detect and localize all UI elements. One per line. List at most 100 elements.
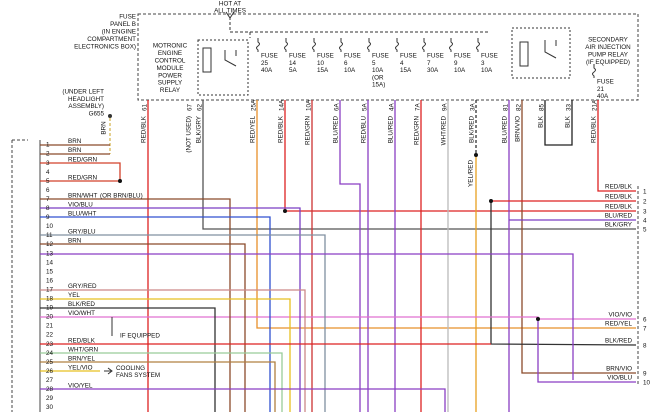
pin-wire: BLU/RED xyxy=(605,213,633,220)
terminal-wire: (NOT USED) xyxy=(186,116,193,153)
terminal-pin: 7A xyxy=(415,102,422,111)
terminal-wire: RED/BLK xyxy=(278,115,285,143)
fuse-label: 10A xyxy=(344,67,356,74)
bus xyxy=(229,17,490,38)
fuse-label: 4 xyxy=(400,60,404,67)
wire xyxy=(40,307,216,412)
terminal-pin: 21A xyxy=(592,99,599,111)
pin-wire: GRY/BLU xyxy=(68,229,96,236)
pin-number: 14 xyxy=(46,259,54,266)
fuse-label: 40A xyxy=(261,67,273,74)
terminal-pin: 81 xyxy=(503,103,510,111)
pin-wire: BRN/WHT xyxy=(68,192,98,199)
relay-label: ENGINE xyxy=(158,50,182,57)
wire xyxy=(40,388,446,412)
panel-label: FUSE xyxy=(119,14,136,21)
fuse-label: 40A xyxy=(597,93,609,100)
terminal-wire: BLU/RED xyxy=(388,116,395,144)
hot-label: ALL TIMES xyxy=(214,8,246,15)
pin-wire: YEL/VIO xyxy=(68,364,93,371)
fuse-symbol xyxy=(312,38,316,52)
fuse-label: FUSE xyxy=(427,53,444,60)
relay-label: MOTRONIC xyxy=(153,43,188,50)
pin-wire: VIO/BLU xyxy=(68,202,93,209)
fuse-label: (OR xyxy=(372,74,384,81)
ground-label: (UNDER LEFT xyxy=(62,89,104,96)
wire xyxy=(521,100,636,374)
fuse-label: 5 xyxy=(372,60,376,67)
terminal-wire: RED/GRN xyxy=(305,116,312,145)
terminal-pin: 10A xyxy=(306,99,313,111)
fuse-label: 15A) xyxy=(372,81,385,88)
terminal-pin: 14A xyxy=(279,99,286,111)
terminal-wire: RED/BLK xyxy=(591,115,598,143)
fuse-label: 10A xyxy=(372,67,384,74)
pin-number: 18 xyxy=(46,296,54,303)
pin-wire: BRN xyxy=(68,138,82,145)
air-pump-relay-box xyxy=(511,27,571,79)
pin-number: 21 xyxy=(46,323,54,330)
relay-switch xyxy=(544,40,557,59)
pin-wire: BLK/RED xyxy=(68,301,95,308)
pin-number: 8 xyxy=(643,343,647,350)
ground-label: G655 xyxy=(89,110,105,117)
pin-number: 5 xyxy=(46,178,50,185)
note: IF EQUIPPED xyxy=(120,333,160,340)
panel-label: (IN ENGINE xyxy=(102,28,136,35)
motronic-relay-box xyxy=(197,39,249,96)
fuse-symbol xyxy=(395,38,399,52)
relay-label: SECONDARY xyxy=(588,37,629,44)
arrow xyxy=(104,367,113,375)
pin-wire: VIO/BLU xyxy=(607,375,632,382)
terminal-wire: BLK xyxy=(565,115,572,128)
terminal-wire: BLU/RED xyxy=(333,116,340,144)
wire xyxy=(40,162,121,181)
ground-label: HEADLIGHT xyxy=(68,96,104,103)
fuse-label: 9 xyxy=(454,60,458,67)
fuse-label: FUSE xyxy=(400,53,417,60)
terminal-wire: BLK xyxy=(538,115,545,128)
relay-label: PUMP RELAY xyxy=(588,51,629,58)
terminal-wire: RED/BLK xyxy=(141,115,148,143)
terminal-wire: BLU/RED xyxy=(502,116,509,144)
pin-number: 23 xyxy=(46,341,54,348)
wire xyxy=(544,100,573,146)
pin-wire: VIO/WHT xyxy=(68,310,95,317)
fuse-label: 7 xyxy=(427,60,431,67)
wire xyxy=(597,100,636,192)
fuse-label: FUSE xyxy=(317,53,334,60)
pin-number: 2 xyxy=(643,199,647,206)
wire xyxy=(40,234,326,412)
relay-coil xyxy=(202,47,212,73)
relay-label: CONTROL xyxy=(155,57,186,64)
pin-number: 9 xyxy=(643,371,647,378)
fuse-label: 6 xyxy=(344,60,348,67)
note: FANS SYSTEM xyxy=(116,372,160,379)
terminal-wire: BRN/VIO xyxy=(515,116,522,142)
pin-wire: RED/BLK xyxy=(605,204,633,211)
fuse-symbol xyxy=(422,38,426,52)
pin-wire: RED/YEL xyxy=(605,321,632,328)
relay-label: SUPPLY xyxy=(158,80,183,87)
fuse-label: 30A xyxy=(427,67,439,74)
pin-number: 15 xyxy=(46,268,54,275)
relay-label: AIR INJECTION xyxy=(585,44,631,51)
fuse-label: FUSE xyxy=(344,53,361,60)
fuse-label: FUSE xyxy=(261,53,278,60)
fuse-label: FUSE xyxy=(372,53,389,60)
fuse-label: 21 xyxy=(597,86,605,93)
pin-number: 10 xyxy=(643,380,650,387)
wire xyxy=(40,352,283,412)
pin-wire: BLU/WHT xyxy=(68,211,96,218)
fuse-symbol xyxy=(284,38,288,52)
pin-wire: BLK/RED xyxy=(605,338,632,345)
fuse-symbol xyxy=(476,38,480,52)
relay-label: RELAY xyxy=(160,87,181,94)
wire xyxy=(40,361,276,412)
pin-wire: BRN/YEL xyxy=(68,355,95,362)
note: COOLING xyxy=(116,365,145,372)
terminal-wire: RED/YEL xyxy=(250,116,257,143)
pin-number: 28 xyxy=(46,386,54,393)
pin-wire: BRN xyxy=(68,238,82,245)
wire xyxy=(40,316,636,320)
